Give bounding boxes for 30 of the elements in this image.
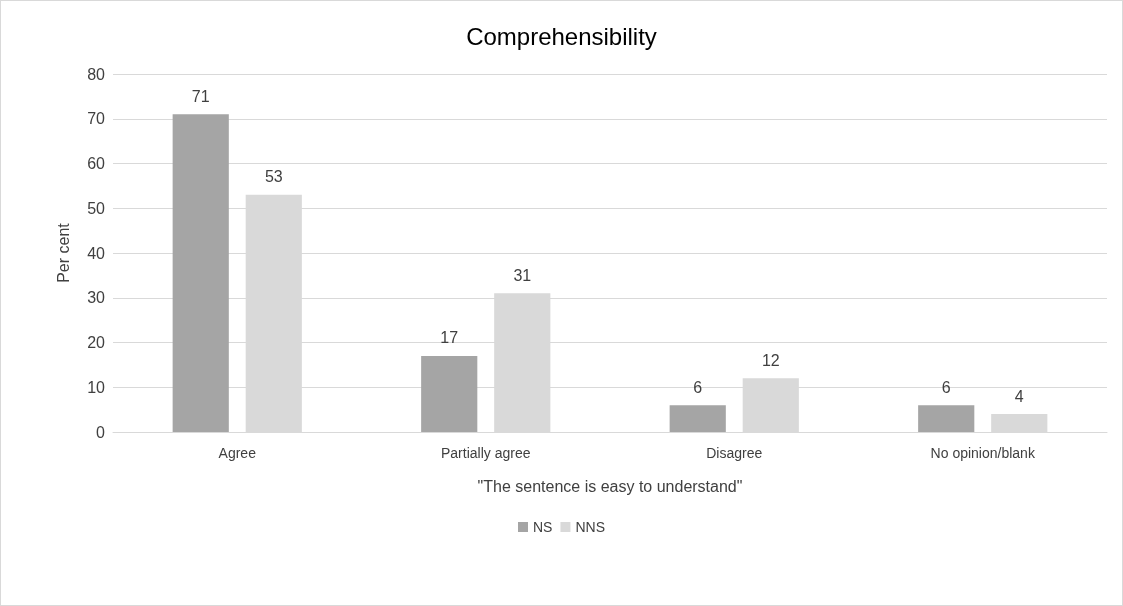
y-tick-label: 70 — [87, 110, 106, 128]
y-tick-label: 40 — [87, 244, 106, 262]
y-tick-label: 20 — [87, 334, 106, 351]
x-tick-label: Disagree — [706, 445, 763, 461]
bar — [918, 405, 975, 432]
y-axis-title: Per cent — [54, 222, 72, 283]
y-tick-label: 30 — [87, 289, 106, 307]
data-label: 12 — [761, 351, 780, 369]
y-tick-label: 60 — [87, 155, 106, 172]
bar — [669, 405, 726, 432]
legend-label: NS — [533, 519, 553, 535]
data-label: 4 — [1014, 387, 1024, 405]
x-axis-title: "The sentence is easy to understand" — [477, 477, 743, 495]
x-tick-label: Partially agree — [441, 445, 531, 461]
y-tick-label: 10 — [87, 378, 106, 396]
data-label: 31 — [513, 266, 532, 284]
chart-title: Comprehensibility — [466, 22, 657, 50]
x-tick-label: Agree — [218, 445, 257, 461]
legend-label: NNS — [575, 519, 606, 535]
bar — [421, 355, 478, 432]
data-label: 17 — [440, 329, 459, 347]
data-label: 53 — [264, 168, 283, 186]
data-label: 6 — [941, 378, 951, 396]
x-tick-label: No opinion/blank — [930, 445, 1036, 461]
y-tick-label: 50 — [87, 199, 106, 217]
data-label: 71 — [191, 87, 210, 105]
y-tick-label: 0 — [96, 423, 106, 441]
bar — [172, 114, 229, 432]
data-label: 6 — [693, 378, 703, 396]
y-tick-label: 80 — [87, 65, 106, 83]
